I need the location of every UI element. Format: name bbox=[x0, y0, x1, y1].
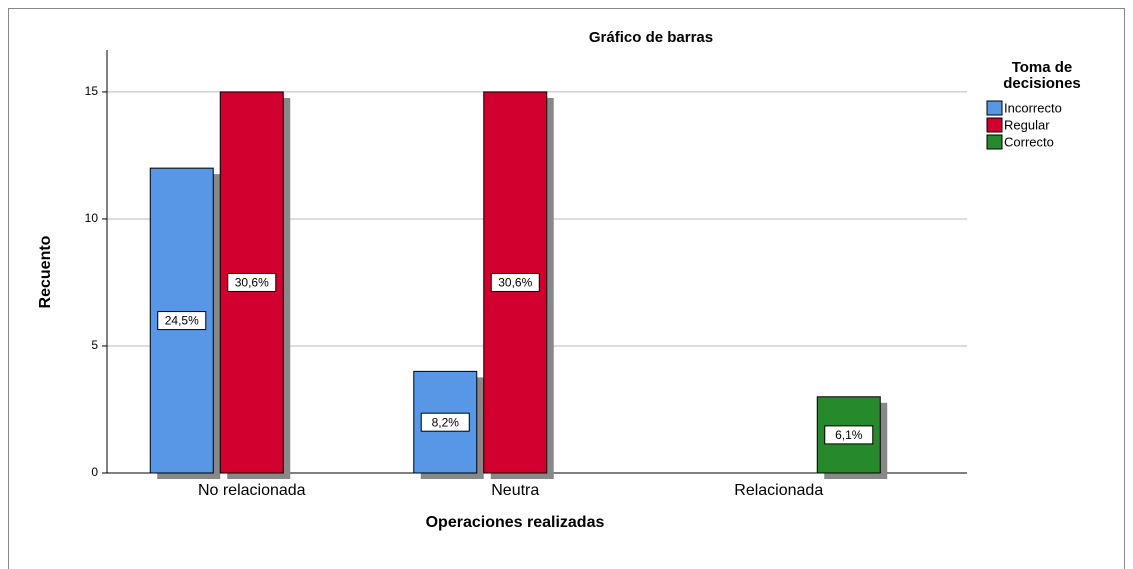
legend-title: decisiones bbox=[1003, 75, 1081, 92]
data-label-box bbox=[824, 425, 874, 445]
data-label-box bbox=[420, 412, 470, 432]
y-tick-label: 5 bbox=[91, 338, 98, 352]
data-label: 6,1% bbox=[835, 428, 863, 442]
legend-label: Correcto bbox=[1004, 134, 1054, 149]
legend-swatch bbox=[986, 117, 1003, 133]
data-label-box bbox=[490, 272, 540, 292]
y-tick-label: 0 bbox=[91, 465, 98, 479]
data-label-box bbox=[227, 272, 277, 292]
legend-swatch bbox=[986, 100, 1003, 116]
x-tick-label: No relacionada bbox=[198, 482, 306, 499]
data-label: 30,6% bbox=[235, 276, 269, 290]
x-tick-label: Relacionada bbox=[734, 482, 823, 499]
data-label: 30,6% bbox=[498, 276, 532, 290]
x-tick-label: Neutra bbox=[491, 482, 539, 499]
y-tick-label: 15 bbox=[85, 84, 99, 98]
legend-title: Toma de bbox=[1012, 59, 1073, 76]
y-tick-label: 10 bbox=[85, 211, 99, 225]
y-axis-title: Recuento bbox=[37, 235, 54, 308]
chart-title: Gráfico de barras bbox=[589, 29, 713, 46]
data-label: 8,2% bbox=[432, 415, 460, 429]
data-label-box bbox=[157, 311, 207, 331]
x-axis-title: Operaciones realizadas bbox=[426, 514, 605, 531]
data-label: 24,5% bbox=[165, 314, 199, 328]
legend-swatch bbox=[986, 134, 1003, 150]
legend-label: Regular bbox=[1004, 117, 1050, 132]
legend-label: Incorrecto bbox=[1004, 100, 1062, 115]
